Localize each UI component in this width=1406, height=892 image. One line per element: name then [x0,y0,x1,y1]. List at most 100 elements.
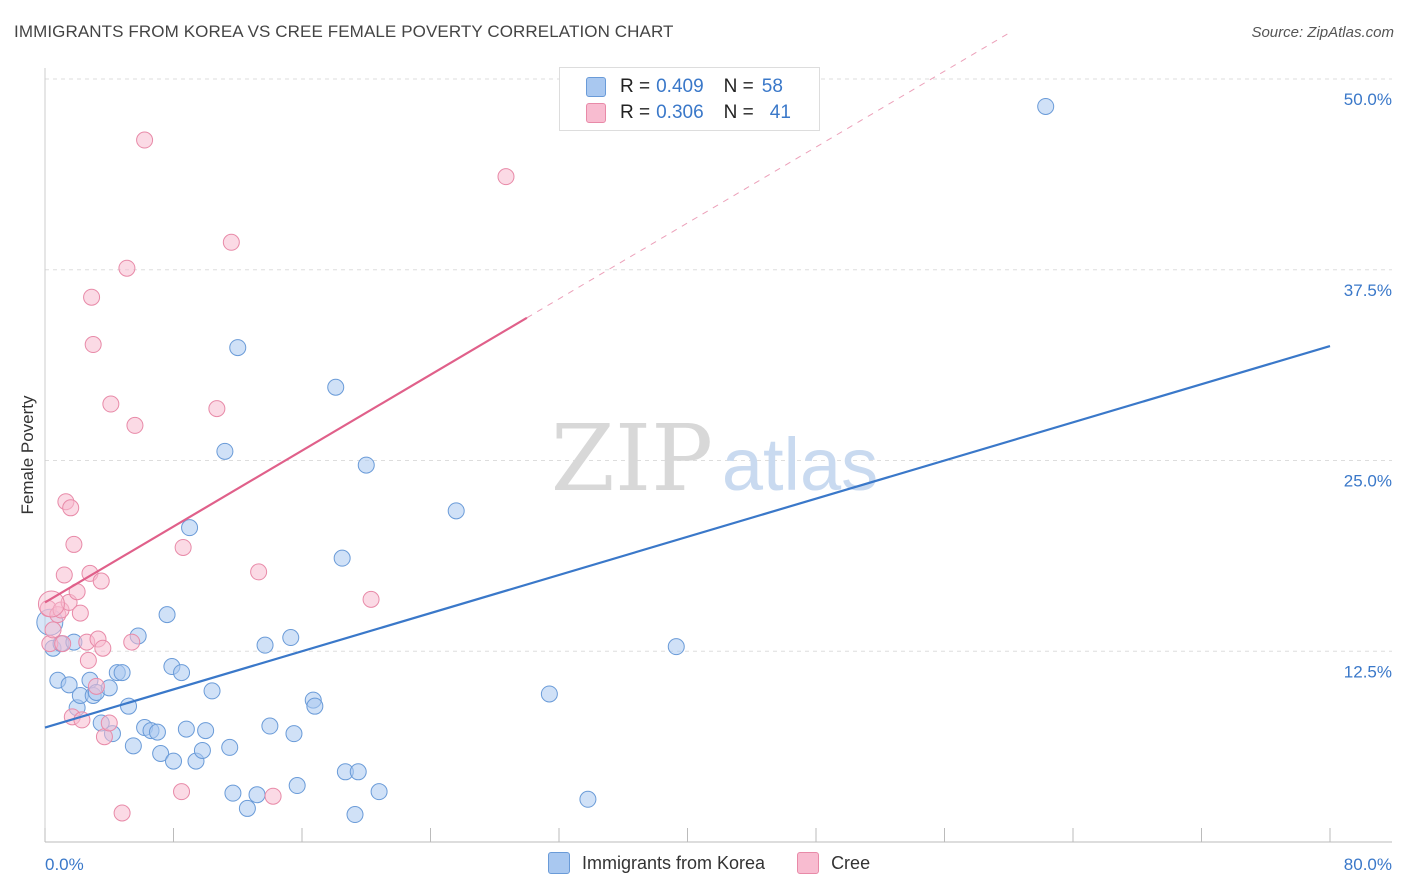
cree-point [83,288,101,306]
trend-lines [44,32,1331,729]
korea-point [285,725,303,743]
korea-point [357,456,375,474]
korea-point [256,636,274,654]
series-legend-cree-label: Cree [831,852,871,873]
korea-point [221,738,239,756]
korea-point [216,442,234,460]
legend-korea-n-value: 58 [761,76,783,97]
legend-korea-r-label: R = [620,76,651,97]
cree-point [84,336,102,354]
cree-point [102,395,120,413]
korea-point [282,629,300,647]
korea-point [158,606,176,624]
cree-point [113,804,131,822]
series-legend-cree: Cree [797,852,870,874]
legend-korea-r-value: 0.409 [656,76,704,97]
cree-points [37,131,515,822]
korea-point [148,723,166,741]
legend-korea-swatch [586,77,606,97]
korea-point [152,744,170,762]
cree-point [79,651,97,669]
cree-point [208,400,226,418]
cree-point [37,590,65,618]
axes [44,68,1392,843]
korea-point [447,502,465,520]
cree-point [62,499,80,517]
cree-point [87,677,105,695]
korea-trend-line [44,344,1331,729]
y-tick-label-1: 25.0% [1344,472,1392,491]
korea-point [1037,97,1055,115]
korea-point [540,685,558,703]
y-tick-label-2: 37.5% [1344,281,1392,300]
korea-point [327,378,345,396]
series-legend-korea: Immigrants from Korea [548,852,765,874]
y-tick-label-3: 50.0% [1344,90,1392,109]
watermark: ZIP atlas [551,405,878,512]
korea-point [165,752,182,770]
cree-point [136,131,154,149]
legend-cree-swatch [586,103,606,123]
y-tick-label-0: 12.5% [1344,662,1392,681]
legend-row-cree: R = 0.306 N = 41 [586,102,791,124]
korea-point [261,717,279,735]
legend: R = 0.409 N = 58 R = 0.306 N = 41 [559,67,820,131]
korea-point [177,720,195,738]
korea-point [346,806,364,824]
watermark-zip: ZIP [551,405,713,512]
chart-title: IMMIGRANTS FROM KOREA VS CREE FEMALE POV… [14,22,674,41]
korea-point [60,676,78,694]
korea-point [667,638,685,656]
tick-labels: 12.5% 25.0% 37.5% 50.0% 0.0% 80.0% [45,90,1392,874]
cree-point [174,538,192,556]
cree-point [44,621,62,639]
korea-point [173,664,191,682]
source-label: Source: ZipAtlas.com [1251,24,1394,41]
korea-point [197,722,215,740]
x-tick-label-1: 80.0% [1344,855,1392,874]
korea-point [181,519,199,537]
watermark-atlas: atlas [722,423,878,506]
korea-point [370,783,388,801]
cree-point [362,590,380,608]
korea-point [113,664,131,682]
cree-trend-line [44,316,528,604]
series-legend-korea-swatch [548,852,570,874]
grid-lines [45,78,1392,652]
series-legend: Immigrants from Korea Cree [548,852,902,874]
series-legend-korea-label: Immigrants from Korea [582,852,766,873]
korea-point [288,777,306,795]
korea-point [124,737,142,755]
korea-point [224,784,242,802]
cree-point [126,416,144,434]
cree-point [54,635,72,653]
cree-point [71,604,89,622]
cree-point [92,572,110,590]
cree-point [173,783,191,801]
cree-point [222,233,240,251]
legend-korea-n-label: N = [723,76,754,97]
korea-point [306,697,324,715]
cree-point [123,633,141,651]
cree-point [118,259,136,277]
cree-point [250,563,268,581]
korea-point [193,741,211,759]
korea-point [238,799,256,817]
legend-row-korea: R = 0.409 N = 58 [586,76,783,98]
legend-cree-r-value: 0.306 [656,102,704,123]
korea-point [579,790,597,808]
cree-point [497,168,515,186]
korea-point [229,339,247,357]
cree-point [264,787,282,805]
cree-point [94,639,112,657]
legend-cree-n-label: N = [723,102,754,123]
x-tick-label-0: 0.0% [45,855,84,874]
cree-trend-extension [526,32,1010,319]
cree-point [65,535,83,553]
korea-point [203,682,221,700]
korea-point [248,786,266,804]
cree-point [55,566,73,584]
legend-cree-r-label: R = [620,102,651,123]
cree-point [100,714,118,732]
